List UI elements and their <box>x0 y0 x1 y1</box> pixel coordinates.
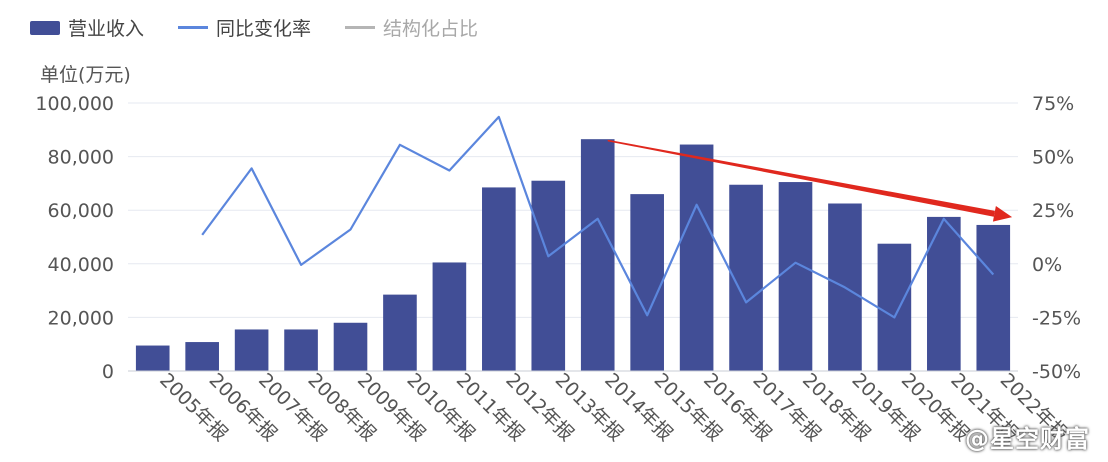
legend-swatch-gray <box>345 26 376 29</box>
revenue-bar <box>877 243 912 371</box>
revenue-bar <box>630 194 664 371</box>
y-right-tick-label: 75% <box>1032 93 1074 115</box>
trend-arrow-head <box>992 205 1013 222</box>
watermark: @星空财富 <box>965 425 1090 453</box>
revenue-bar <box>432 262 467 371</box>
revenue-bar <box>580 139 615 371</box>
y-right-tick-label: 50% <box>1032 147 1074 169</box>
y-right-tick-label: -50% <box>1032 361 1081 383</box>
revenue-bar <box>679 144 714 371</box>
legend-item-structure[interactable]: 结构化占比 <box>345 14 478 41</box>
revenue-bar <box>531 180 566 371</box>
revenue-bar <box>284 329 318 371</box>
legend-label-yoy: 同比变化率 <box>216 18 312 40</box>
y-right-tick-label: 0% <box>1032 254 1062 276</box>
revenue-bar <box>383 294 417 371</box>
y-left-tick-label: 100,000 <box>35 93 114 115</box>
legend-swatch-line <box>178 26 209 29</box>
revenue-bar <box>135 345 170 371</box>
y-right-tick-label: -25% <box>1032 307 1081 329</box>
revenue-bar <box>778 182 813 371</box>
revenue-bar <box>185 342 219 371</box>
y-left-tick-label: 60,000 <box>48 200 114 222</box>
y-left-tick-label: 40,000 <box>48 254 114 276</box>
legend-item-revenue[interactable]: 营业收入 <box>30 14 144 41</box>
revenue-bar <box>482 187 516 371</box>
y-left-tick-label: 0 <box>102 361 114 383</box>
trend-arrow-shaft <box>607 139 995 217</box>
legend-swatch-bar <box>30 20 60 35</box>
y-axis-unit-label: 单位(万元) <box>40 64 131 86</box>
legend-item-yoy[interactable]: 同比变化率 <box>178 14 311 41</box>
y-left-tick-label: 80,000 <box>48 147 114 169</box>
y-left-tick-label: 20,000 <box>48 307 114 329</box>
legend-label-revenue: 营业收入 <box>68 18 145 40</box>
revenue-bar <box>333 322 368 371</box>
legend-label-structure: 结构化占比 <box>383 18 479 40</box>
y-right-tick-label: 25% <box>1032 200 1074 222</box>
revenue-bar <box>976 224 1011 371</box>
revenue-bar <box>234 329 269 371</box>
chart-legend: 营业收入 同比变化率 结构化占比 <box>30 14 512 41</box>
